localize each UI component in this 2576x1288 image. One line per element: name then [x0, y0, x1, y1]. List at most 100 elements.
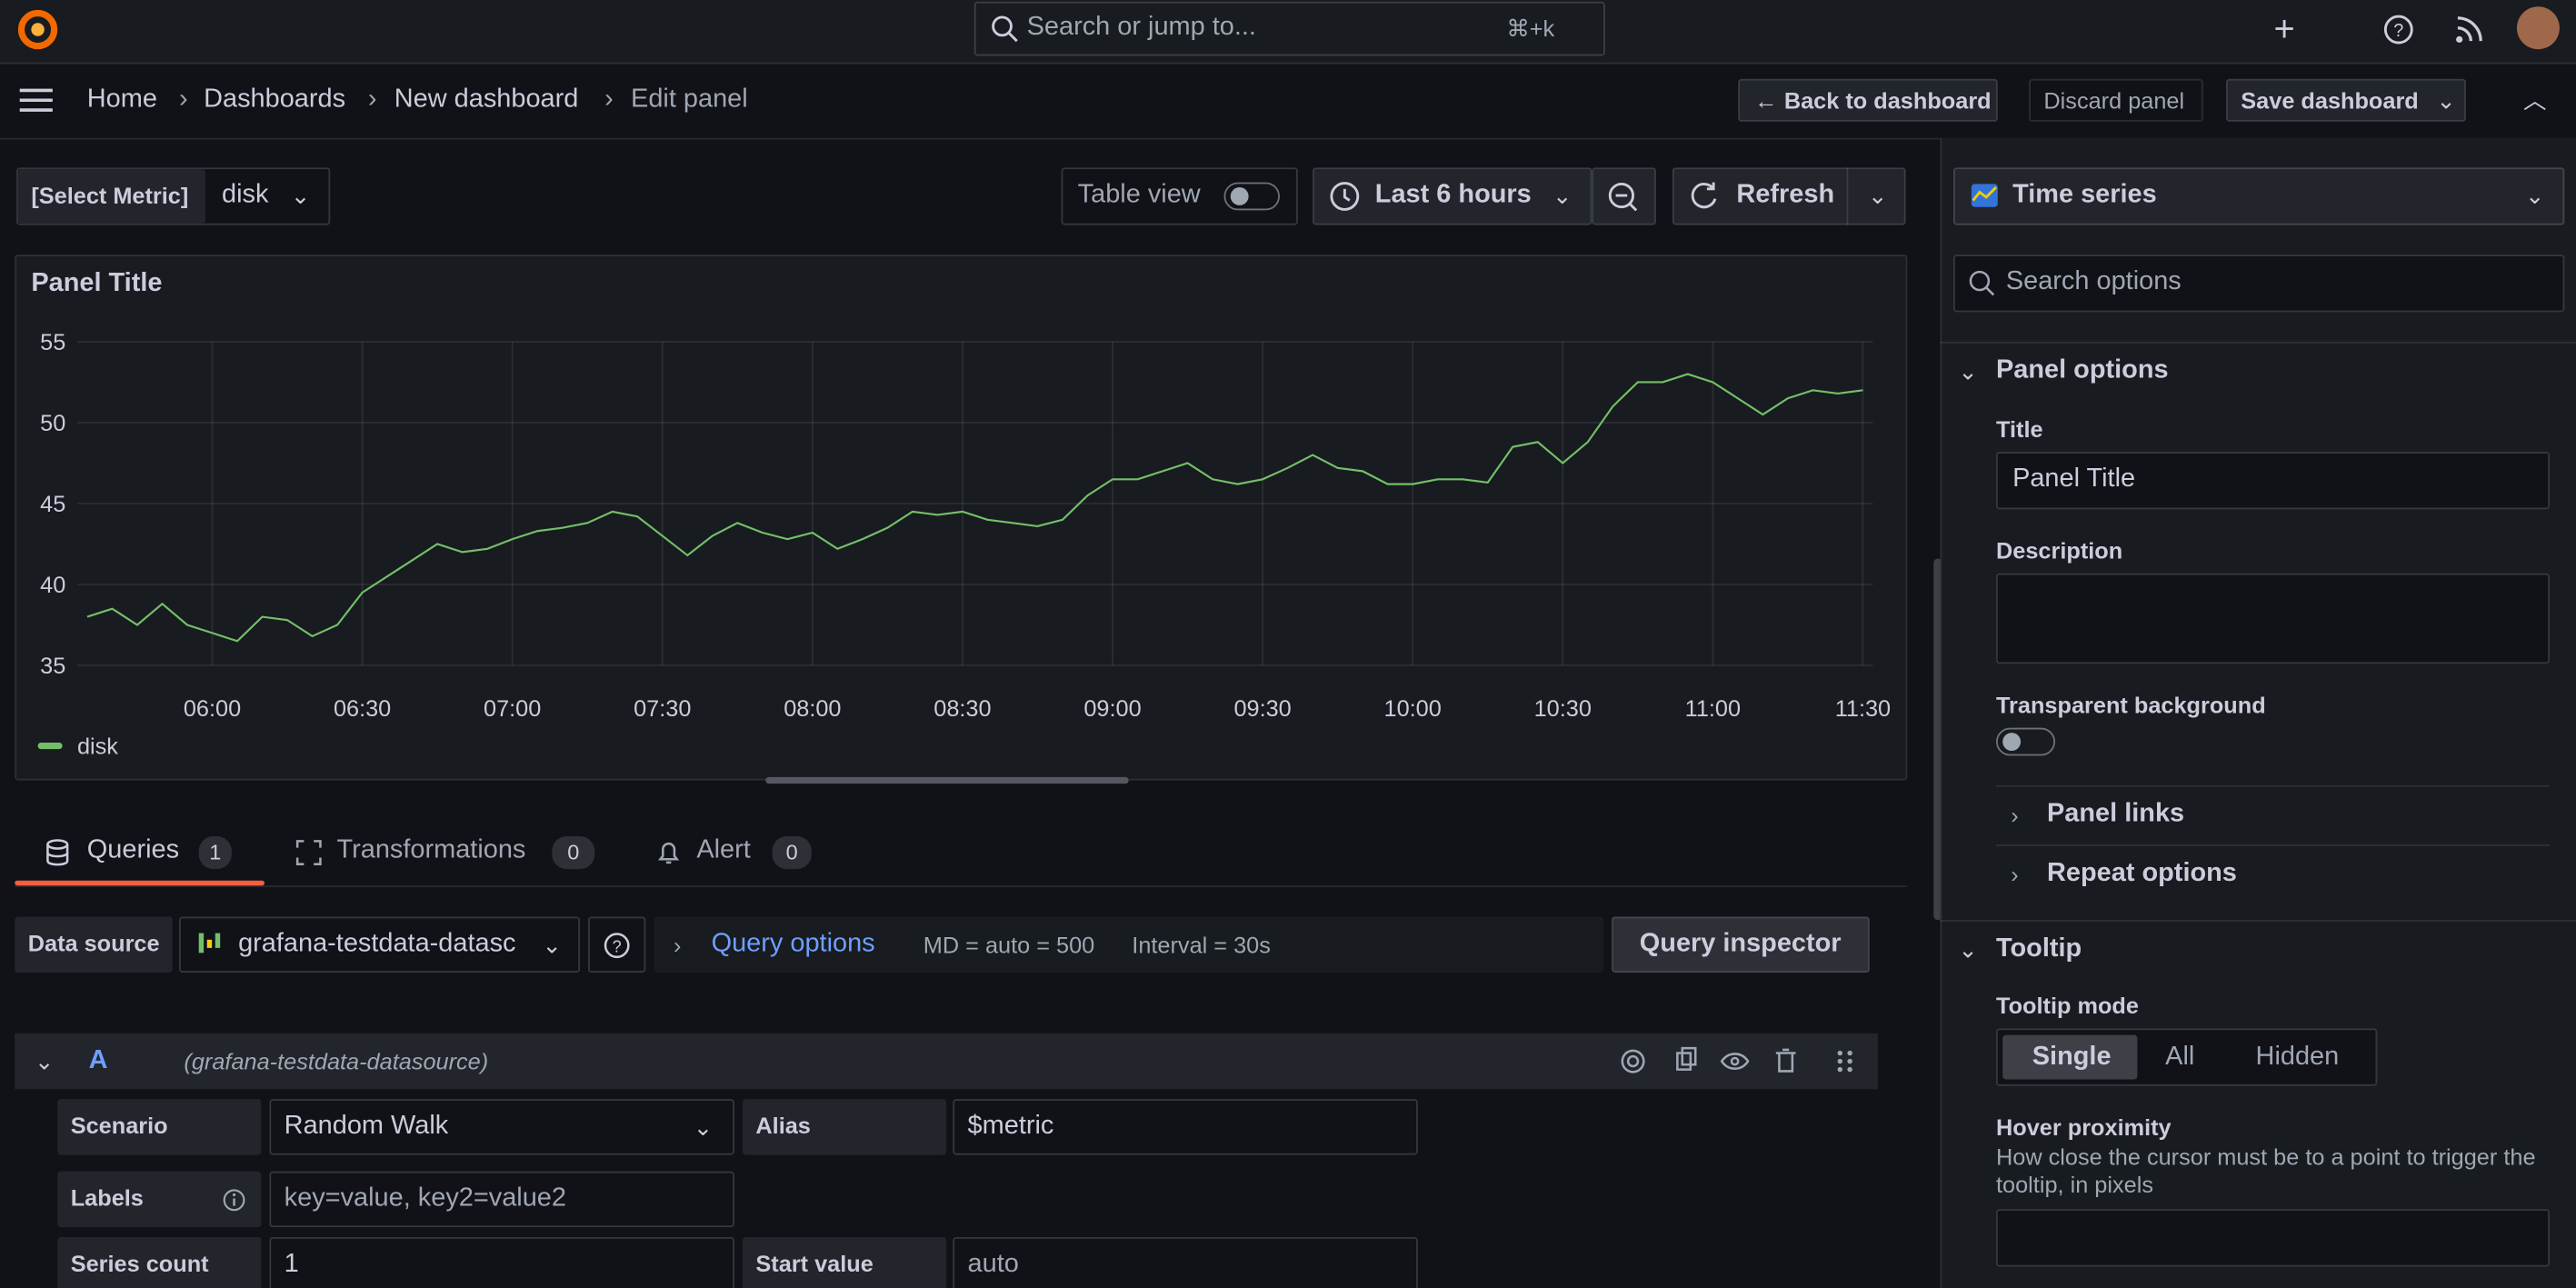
breadcrumb[interactable]: New dashboard	[394, 85, 579, 114]
ui-part: ⌄	[542, 931, 562, 958]
interval: Interval = 30s	[1132, 931, 1271, 958]
y-tick-label: 55	[40, 330, 65, 355]
field-value: Random Walk	[284, 1112, 449, 1141]
tab-label[interactable]: Transformations	[336, 835, 526, 864]
ui-part: ›	[674, 931, 682, 958]
query-actions[interactable]	[1616, 1045, 1862, 1078]
section-heading[interactable]: Panel options	[1995, 356, 2169, 384]
subsection-heading[interactable]: Repeat options	[2047, 859, 2237, 887]
option-help: How close the cursor must be to a point …	[1995, 1143, 2536, 1198]
option-label: Description	[1995, 537, 2123, 564]
field-label: Labels	[57, 1171, 262, 1228]
scrollbar[interactable]	[1933, 558, 1942, 921]
ui-part	[2383, 15, 2413, 45]
ui-part: ⌄	[290, 182, 311, 209]
inspector-button[interactable]	[1612, 916, 1870, 973]
mode-option[interactable]: Single	[2032, 1043, 2112, 1072]
mode-option[interactable]: All	[2165, 1043, 2195, 1072]
section-heading[interactable]: Tooltip	[1995, 934, 2082, 964]
query-ref: A	[88, 1046, 108, 1075]
help-icon: ?	[604, 933, 630, 959]
x-tick-label: 10:30	[1534, 696, 1592, 722]
refresh-button[interactable]	[1672, 167, 1906, 225]
hover-input[interactable]	[1995, 1209, 2551, 1267]
description-input[interactable]	[1995, 573, 2551, 664]
help-icon[interactable]: ?	[2382, 13, 2415, 45]
clock-icon	[1330, 182, 1360, 211]
option-label: Transparent background	[1995, 691, 2266, 718]
ui-part	[2456, 35, 2463, 43]
table-view-toggle[interactable]	[1061, 167, 1298, 225]
alias-input[interactable]	[953, 1099, 1418, 1155]
ui-part	[1846, 167, 1849, 225]
field-value: 1	[284, 1250, 299, 1279]
scenario-select[interactable]	[269, 1099, 734, 1155]
inspector-label: Query inspector	[1639, 929, 1842, 958]
menu-icon[interactable]	[18, 85, 55, 115]
time-picker[interactable]	[1313, 167, 1593, 225]
subsection-heading[interactable]: Panel links	[2047, 800, 2185, 828]
ui-part: ?	[613, 937, 622, 955]
breadcrumb[interactable]: Dashboards	[204, 85, 346, 114]
ui-part	[1720, 1053, 1750, 1070]
tab-label[interactable]: Alert	[696, 835, 751, 864]
ui-part: ⌄	[34, 1048, 55, 1075]
divider	[1995, 784, 2551, 787]
back-button[interactable]	[1738, 78, 1998, 122]
y-tick-label: 45	[40, 492, 65, 517]
ui-part	[1691, 183, 1717, 209]
help-button[interactable]	[588, 916, 646, 973]
transparent-switch[interactable]	[1995, 727, 2056, 756]
chart: 35 40 45 50 55 06:00 06:30 07:00 07:30 08:00 08:30…	[37, 330, 1891, 760]
labels-input[interactable]	[269, 1171, 734, 1228]
query-options-label: Query options	[711, 929, 875, 958]
news-icon[interactable]	[2454, 15, 2484, 45]
options-search[interactable]	[1952, 255, 2565, 313]
ui-part	[1985, 286, 1995, 296]
tab-count: 0	[552, 835, 595, 870]
search-icon	[1969, 270, 1995, 296]
x-tick-label: 11:30	[1835, 696, 1891, 722]
x-tick-label: 09:00	[1083, 696, 1141, 722]
ui-part	[1615, 194, 1638, 212]
caret: ⌄	[2436, 86, 2456, 114]
ui-part	[1626, 1054, 1640, 1068]
viz-picker[interactable]	[1952, 167, 2565, 225]
collapse-icon[interactable]: ︿	[2523, 86, 2547, 114]
transform-icon	[295, 840, 322, 865]
title-input[interactable]	[1995, 452, 2551, 510]
divider	[15, 885, 1908, 887]
tab-count: 0	[772, 835, 812, 870]
avatar[interactable]	[2516, 6, 2560, 50]
breadcrumb[interactable]: Home	[86, 85, 157, 114]
mode-option[interactable]: Hidden	[2255, 1043, 2340, 1072]
add-icon[interactable]: +	[2273, 8, 2295, 50]
testdata-icon	[198, 933, 221, 954]
divider	[1940, 920, 2576, 922]
ui-part: ⌄	[693, 1113, 713, 1141]
query-options[interactable]	[654, 916, 1604, 973]
resize-handle[interactable]	[765, 776, 1129, 784]
ui-part: ←	[1754, 86, 1778, 114]
series-count-input[interactable]	[269, 1236, 734, 1288]
start-value-input[interactable]	[953, 1236, 1418, 1288]
info-icon	[223, 1189, 245, 1212]
discard-button[interactable]	[2029, 78, 2203, 122]
switch	[1223, 182, 1280, 211]
separator: ›	[179, 85, 188, 114]
tab-count: 1	[198, 835, 232, 870]
panel-title: Panel Title	[31, 269, 163, 298]
data-source-picker[interactable]	[179, 916, 581, 973]
tab-label[interactable]: Queries	[86, 835, 180, 864]
save-button[interactable]	[2226, 78, 2466, 122]
search-box[interactable]	[973, 1, 1605, 56]
logo[interactable]	[15, 6, 61, 53]
y-tick-label: 35	[40, 654, 65, 679]
max-data-points: MD = auto = 500	[923, 931, 1095, 958]
data-source-name: grafana-testdata-datasc	[238, 929, 516, 958]
ui-part	[215, 933, 221, 948]
options-pane	[1940, 137, 2576, 1288]
ui-part	[46, 839, 69, 850]
ui-part	[46, 844, 69, 866]
